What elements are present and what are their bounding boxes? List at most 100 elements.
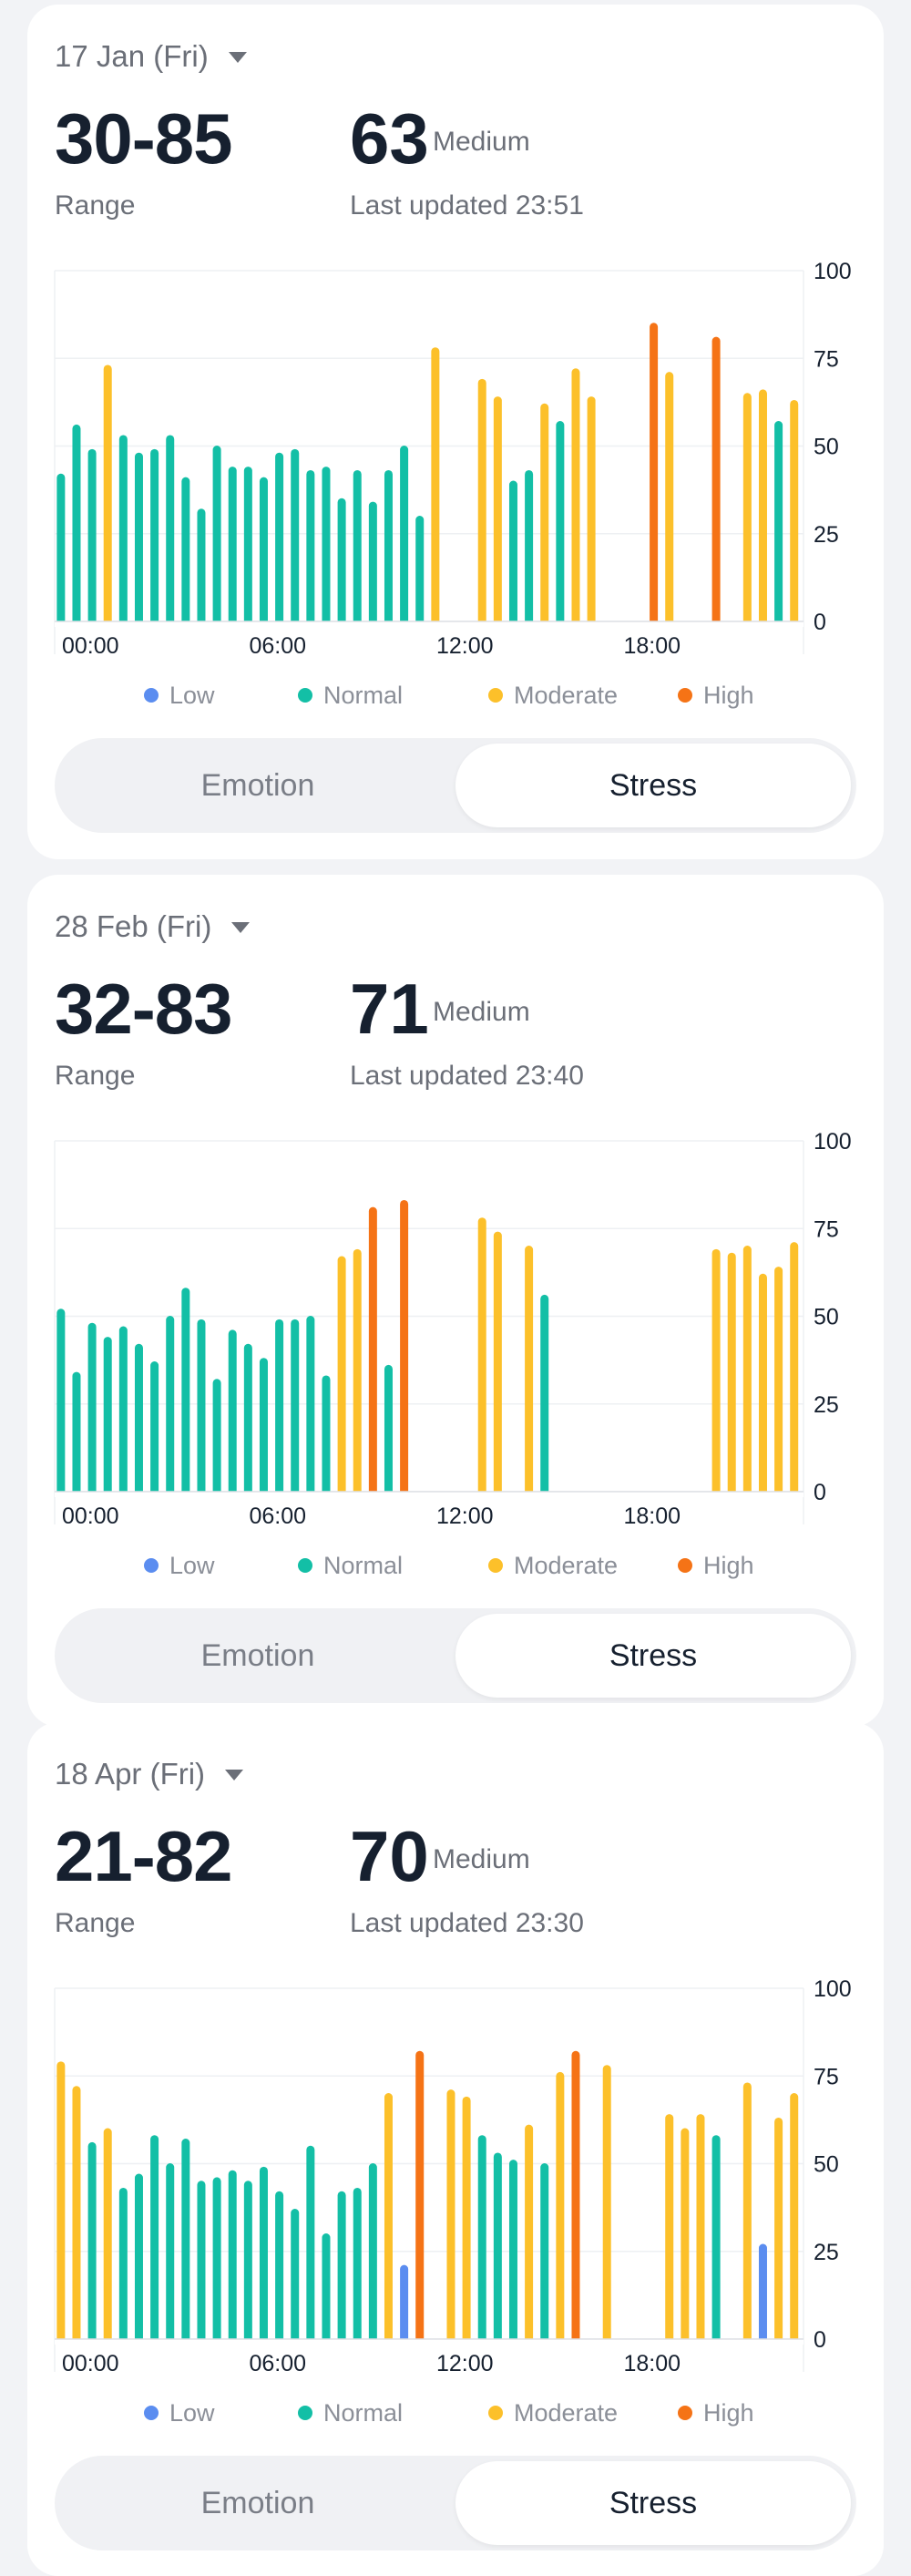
y-tick-label: 75 (814, 1216, 839, 1242)
legend-label: Low (169, 1551, 215, 1579)
date-selector[interactable]: 18 Apr (Fri) (55, 1751, 244, 1797)
tab-stress[interactable]: Stress (456, 1614, 851, 1698)
y-tick-label: 0 (814, 1480, 826, 1505)
range-label: Range (55, 1061, 136, 1091)
x-tick-label: 00:00 (62, 2351, 119, 2376)
y-tick-label: 100 (814, 259, 852, 284)
caret-down-icon (225, 1770, 244, 1781)
tab-emotion[interactable]: Emotion (200, 2485, 315, 2520)
x-tick-label: 12:00 (436, 2351, 494, 2376)
tab-emotion[interactable]: Emotion (200, 767, 315, 803)
x-tick-label: 18:00 (624, 2351, 681, 2376)
range-value: 21-82 (55, 1816, 232, 1896)
legend-item-normal: Normal (298, 2395, 403, 2431)
chart-legend: Low Normal Moderate High (27, 2395, 884, 2431)
y-tick-label: 25 (814, 2240, 839, 2265)
date-label: 18 Apr (Fri) (55, 1757, 206, 1791)
x-tick-label: 06:00 (250, 1504, 307, 1529)
emotion-stress-toggle: Emotion Stress (55, 1608, 856, 1703)
baseline-mask (55, 2339, 804, 2345)
emotion-stress-toggle: Emotion Stress (55, 2456, 856, 2550)
y-tick-label: 0 (814, 610, 826, 635)
legend-label: High (703, 1551, 754, 1579)
legend-item-moderate: Moderate (488, 1547, 618, 1584)
range-label: Range (55, 1908, 136, 1938)
legend-item-low: Low (144, 2395, 215, 2431)
stress-level-label: Medium (433, 997, 530, 1027)
legend-dot-icon (144, 2406, 159, 2420)
legend-label: Low (169, 2398, 215, 2427)
stress-bar-chart: 0 25 50 75 100 00:00 06:00 12:00 18:00 (54, 1129, 852, 1529)
legend-item-moderate: Moderate (488, 677, 618, 713)
legend-item-low: Low (144, 677, 215, 713)
x-tick-label: 18:00 (624, 1504, 681, 1529)
last-updated-text: Last updated 23:51 (350, 190, 584, 221)
current-stress-value: 71 (350, 969, 429, 1049)
legend-label: High (703, 2398, 754, 2427)
date-label: 17 Jan (Fri) (55, 39, 209, 73)
legend-item-high: High (678, 2395, 754, 2431)
stress-level-label: Medium (433, 127, 530, 157)
legend-dot-icon (488, 2406, 503, 2420)
last-updated-text: Last updated 23:40 (350, 1061, 584, 1091)
x-tick-label: 06:00 (250, 2351, 307, 2376)
tab-stress[interactable]: Stress (456, 2461, 851, 2545)
baseline-mask (55, 1492, 804, 1497)
range-label: Range (55, 190, 136, 221)
current-stress-value: 63 (350, 98, 429, 179)
y-tick-label: 50 (814, 435, 839, 460)
legend-dot-icon (488, 1558, 503, 1573)
stress-card: 18 Apr (Fri) 21-82 Range 70 Medium Last … (27, 1722, 884, 2576)
y-tick-label: 0 (814, 2327, 826, 2353)
stress-level-label: Medium (433, 1844, 530, 1874)
legend-label: Normal (323, 2398, 404, 2427)
chart-legend: Low Normal Moderate High (27, 677, 884, 713)
legend-dot-icon (678, 2406, 692, 2420)
baseline-mask (55, 621, 804, 627)
legend-item-high: High (678, 677, 754, 713)
legend-label: Moderate (514, 681, 619, 709)
y-tick-label: 100 (814, 1976, 852, 2002)
legend-label: Moderate (514, 1551, 619, 1579)
legend-item-normal: Normal (298, 677, 403, 713)
x-tick-label: 00:00 (62, 1504, 119, 1529)
caret-down-icon (228, 52, 247, 63)
stress-bar-chart: 0 25 50 75 100 00:00 06:00 12:00 18:00 (54, 1976, 852, 2376)
y-tick-label: 50 (814, 2152, 839, 2178)
y-tick-label: 50 (814, 1305, 839, 1330)
legend-item-normal: Normal (298, 1547, 403, 1584)
legend-item-low: Low (144, 1547, 215, 1584)
date-selector[interactable]: 17 Jan (Fri) (55, 34, 247, 79)
legend-dot-icon (298, 2406, 312, 2420)
y-tick-label: 75 (814, 346, 839, 372)
x-tick-label: 12:00 (436, 633, 494, 659)
stress-bar-chart: 0 25 50 75 100 00:00 06:00 12:00 18:00 (54, 259, 852, 659)
y-tick-label: 25 (814, 1392, 839, 1418)
x-tick-label: 00:00 (62, 633, 119, 659)
range-value: 32-83 (55, 969, 232, 1049)
caret-down-icon (231, 922, 251, 933)
legend-dot-icon (488, 688, 503, 703)
tab-emotion[interactable]: Emotion (200, 1637, 315, 1673)
stress-card: 28 Feb (Fri) 32-83 Range 71 Medium Last … (27, 875, 884, 1727)
stress-card: 17 Jan (Fri) 30-85 Range 63 Medium Last … (27, 5, 884, 859)
date-label: 28 Feb (Fri) (55, 909, 212, 943)
x-tick-label: 06:00 (250, 633, 307, 659)
legend-dot-icon (144, 688, 159, 703)
legend-label: Moderate (514, 2398, 619, 2427)
legend-item-high: High (678, 1547, 754, 1584)
y-tick-label: 100 (814, 1129, 852, 1155)
legend-label: Normal (323, 1551, 404, 1579)
range-value: 30-85 (55, 98, 232, 179)
chart-legend: Low Normal Moderate High (27, 1547, 884, 1584)
legend-dot-icon (144, 1558, 159, 1573)
legend-label: High (703, 681, 754, 709)
emotion-stress-toggle: Emotion Stress (55, 738, 856, 833)
tab-stress[interactable]: Stress (456, 744, 851, 827)
last-updated-text: Last updated 23:30 (350, 1908, 584, 1938)
legend-dot-icon (678, 688, 692, 703)
y-tick-label: 25 (814, 522, 839, 548)
current-stress-value: 70 (350, 1816, 429, 1896)
y-tick-label: 75 (814, 2064, 839, 2089)
date-selector[interactable]: 28 Feb (Fri) (55, 904, 251, 949)
